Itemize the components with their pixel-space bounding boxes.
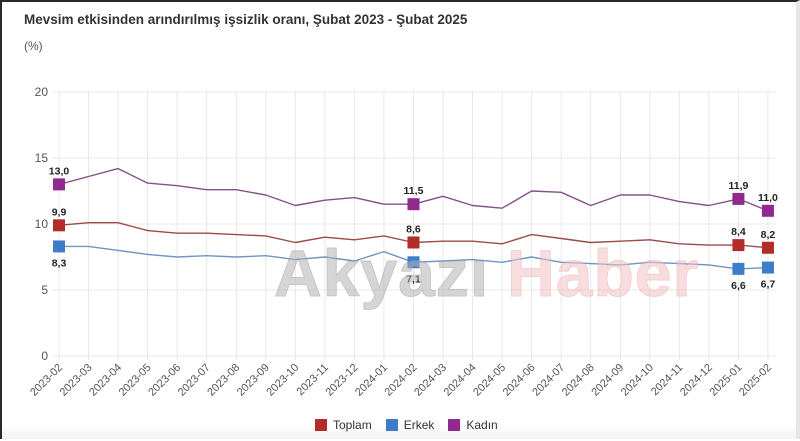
unit-label: (%) <box>24 39 43 53</box>
data-label: 11,9 <box>728 180 748 192</box>
data-label: 6,7 <box>761 279 776 291</box>
toplam-swatch-icon <box>315 419 327 431</box>
legend: Toplam Erkek Kadın <box>315 418 498 432</box>
chart-title: Mevsim etkisinden arındırılmış işsizlik … <box>24 12 468 27</box>
x-axis: 2023-022023-032023-042023-052023-062023-… <box>28 362 774 399</box>
data-label: 8,6 <box>406 223 421 235</box>
y-tick-label: 10 <box>35 217 49 231</box>
y-tick-label: 15 <box>35 151 49 165</box>
kadin-marker <box>761 204 774 217</box>
x-tick-label: 2025-02 <box>737 362 774 399</box>
kadin-marker <box>53 178 65 191</box>
data-label: 11,5 <box>404 185 424 197</box>
kadin-marker <box>407 198 420 211</box>
data-label: 13,0 <box>49 165 70 177</box>
toplam-marker <box>732 239 745 252</box>
legend-label: Kadın <box>466 418 498 432</box>
legend-label: Toplam <box>333 418 372 432</box>
data-label: 8,4 <box>731 226 746 238</box>
legend-item-toplam[interactable]: Toplam <box>315 418 372 432</box>
erkek-marker <box>53 240 65 253</box>
toplam-marker <box>761 241 774 254</box>
kadin-swatch-icon <box>448 419 461 431</box>
kadin-marker <box>732 192 745 205</box>
legend-label: Erkek <box>403 418 435 432</box>
toplam-marker <box>407 236 420 249</box>
y-tick-label: 5 <box>41 283 48 297</box>
data-label: 6,6 <box>731 280 746 292</box>
legend-item-kadin[interactable]: Kadın <box>448 418 498 432</box>
legend-item-erkek[interactable]: Erkek <box>385 418 435 432</box>
y-tick-label: 20 <box>35 85 49 99</box>
data-label: 7,1 <box>406 273 421 285</box>
data-label: 9,9 <box>52 206 67 218</box>
data-label: 11,0 <box>758 192 778 204</box>
erkek-marker <box>761 261 774 274</box>
data-label: 8,3 <box>52 257 67 269</box>
erkek-swatch-icon <box>385 419 398 431</box>
x-tick-label: 2023-10 <box>264 362 301 399</box>
toplam-marker <box>53 219 65 232</box>
data-label: 8,2 <box>761 229 776 241</box>
x-tick-label: 2024-10 <box>619 362 656 399</box>
erkek-marker <box>407 256 420 269</box>
y-tick-label: 0 <box>41 349 48 363</box>
y-axis: 0 5 10 15 20 <box>35 85 49 363</box>
grid-lines <box>52 90 776 360</box>
erkek-marker <box>732 262 745 275</box>
series-markers: 9,9 8,6 8,4 8,2 8,3 7,1 6,6 6,7 13,0 11,5 11,9 11,0 <box>49 165 778 291</box>
